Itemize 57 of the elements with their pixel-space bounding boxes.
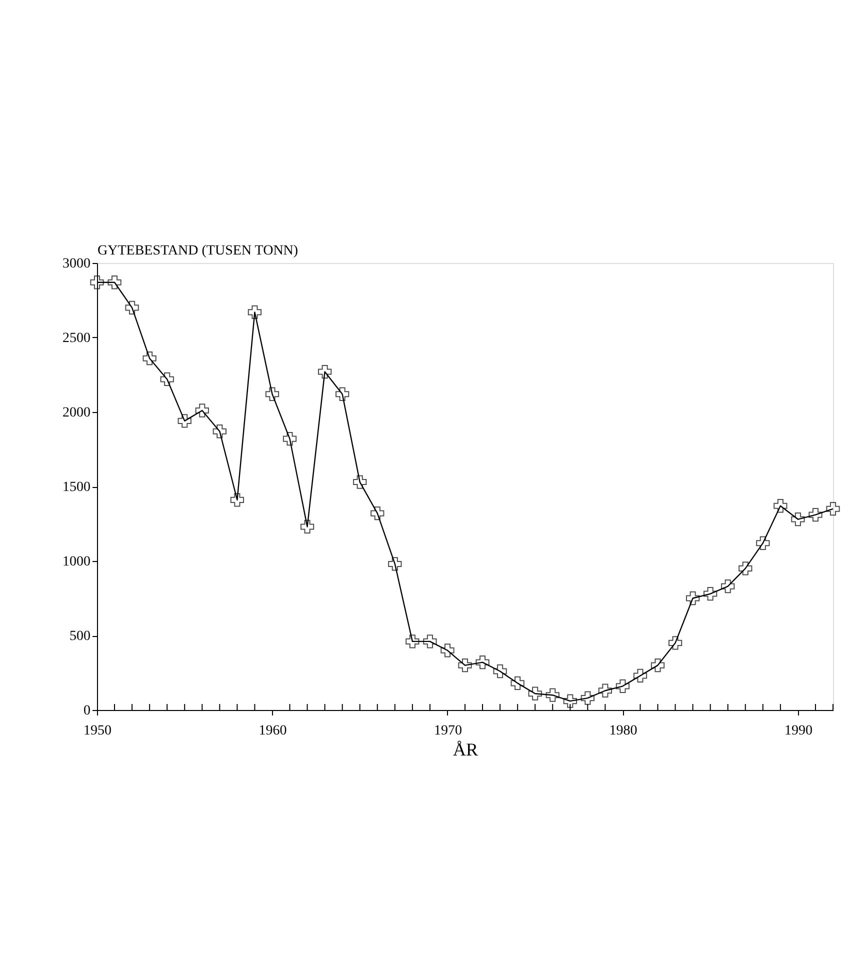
point <box>318 364 332 379</box>
x-tick-label: 1970 <box>434 724 462 738</box>
point <box>212 424 226 438</box>
point <box>230 493 244 507</box>
point <box>826 502 840 516</box>
point <box>510 676 524 690</box>
point <box>370 506 384 520</box>
point <box>476 655 490 670</box>
point <box>458 658 472 672</box>
point <box>248 305 262 319</box>
x-tick-label: 1990 <box>784 724 812 738</box>
point <box>493 664 507 678</box>
point <box>336 387 350 401</box>
point <box>633 668 648 683</box>
point <box>721 580 735 594</box>
x-axis-title: ÅR <box>452 740 478 760</box>
point <box>791 512 805 526</box>
point <box>668 636 682 650</box>
point <box>423 634 437 648</box>
point <box>546 688 560 702</box>
point <box>353 475 367 489</box>
point <box>616 679 630 693</box>
point <box>142 352 156 366</box>
point <box>738 562 752 576</box>
point <box>704 586 718 601</box>
y-tick-label: 1000 <box>62 554 90 570</box>
point <box>528 686 542 700</box>
point <box>808 508 822 522</box>
point <box>563 694 577 708</box>
y-tick-label: 2500 <box>62 331 90 346</box>
y-tick-label: 1500 <box>62 480 90 495</box>
point <box>774 499 788 513</box>
point <box>440 644 454 658</box>
point <box>300 520 314 534</box>
point <box>282 432 297 446</box>
point <box>195 404 209 418</box>
point <box>686 591 700 606</box>
point <box>178 414 192 428</box>
y-tick-label: 3000 <box>62 256 90 272</box>
point <box>388 557 402 571</box>
y-axis-title: GYTEBESTAND (TUSEN TONN) <box>98 244 298 258</box>
x-tick-label: 1950 <box>84 724 112 738</box>
point <box>125 300 139 315</box>
y-tick-label: 0 <box>84 704 90 718</box>
point <box>406 634 420 648</box>
point <box>598 684 612 698</box>
x-tick-label: 1960 <box>258 724 287 738</box>
point <box>160 372 174 386</box>
point <box>756 536 770 550</box>
y-tick-label: 500 <box>70 629 90 644</box>
point <box>108 276 122 290</box>
point <box>90 276 104 290</box>
x-tick-label: 1980 <box>609 724 638 738</box>
y-tick-label: 2000 <box>62 406 90 420</box>
point <box>265 387 280 401</box>
point <box>580 691 594 705</box>
point <box>650 658 665 672</box>
